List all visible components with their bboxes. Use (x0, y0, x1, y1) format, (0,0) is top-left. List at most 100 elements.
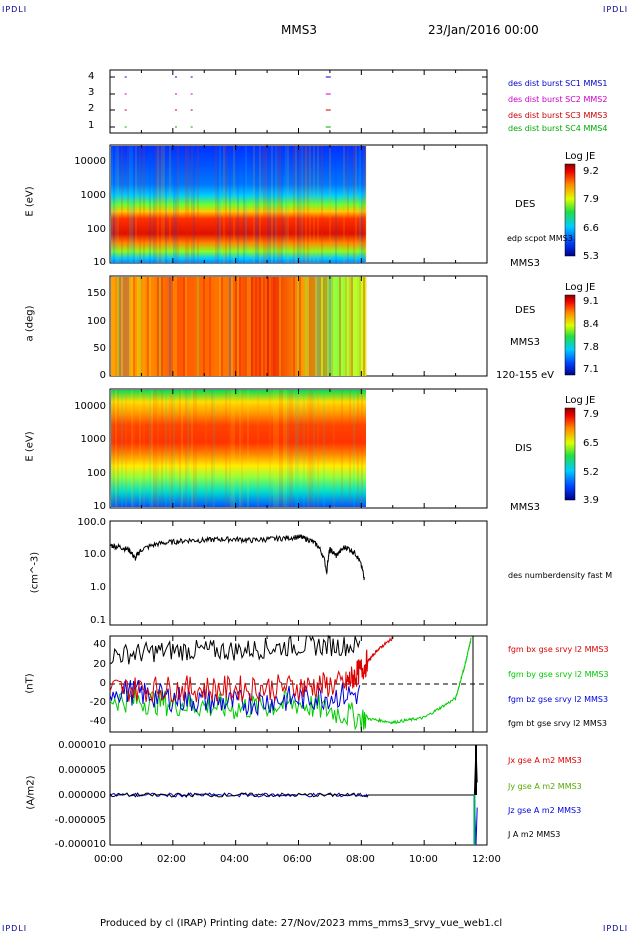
colorbar-label: 6.6 (583, 223, 599, 234)
spectrogram-stripe (275, 146, 277, 263)
spectrogram-stripe (257, 277, 259, 376)
spectrogram-stripe (181, 390, 183, 507)
spectrogram-stripe (279, 390, 281, 507)
spectrogram-stripe (117, 277, 119, 376)
y-tick: -0.000005 (54, 815, 106, 826)
spectrogram-stripe (281, 390, 283, 507)
spectrogram-stripe (309, 277, 311, 376)
spectrogram-stripe (345, 277, 347, 376)
spectrogram-stripe (363, 277, 365, 376)
y-tick: 10000 (74, 401, 106, 412)
colorbar-des-pitch (564, 294, 576, 376)
panel-1-frame (109, 69, 488, 134)
colorbar-dis-energy (564, 407, 576, 501)
spectrogram-stripe (149, 277, 151, 376)
spectrogram-stripe (343, 146, 345, 263)
spectrogram-stripe (253, 146, 255, 263)
spectrogram-stripe (233, 146, 235, 263)
spectrogram-stripe (113, 277, 115, 376)
spectrogram-stripe (137, 277, 139, 376)
spectrogram-stripe (125, 277, 127, 376)
burst-markers (124, 76, 331, 128)
spectrogram-stripe (341, 390, 343, 507)
spectrogram-stripe (239, 390, 241, 507)
y-tick: 0.000005 (58, 765, 106, 776)
spectrogram-stripe (357, 277, 359, 376)
spectrogram-stripe (157, 390, 159, 507)
y-tick: 0.1 (90, 615, 106, 626)
spectrogram-stripe (197, 146, 199, 263)
spectrogram-stripe (139, 390, 141, 507)
spectrogram-stripe (313, 277, 315, 376)
spectrogram-stripe (143, 146, 145, 263)
spectrogram-stripe (365, 146, 367, 263)
spectrogram-stripe (343, 277, 345, 376)
spectrogram-stripe (303, 146, 305, 263)
spectrogram-stripe (135, 277, 137, 376)
spectrogram-stripe (115, 146, 117, 263)
spectrogram-stripe (271, 146, 273, 263)
spectrogram-stripe (237, 146, 239, 263)
spectrogram-stripe (125, 390, 127, 507)
spectrogram-stripe (305, 277, 307, 376)
legend-mms2: des dist burst SC2 MMS2 (508, 95, 608, 104)
spectrogram-stripe (313, 390, 315, 507)
spectrogram-stripe (111, 390, 113, 507)
des-energy-spectrogram (111, 146, 366, 263)
spectrogram-stripe (117, 390, 119, 507)
colorbar-label: 9.2 (583, 166, 599, 177)
spectrogram-stripe (313, 146, 315, 263)
spectrogram-stripe (269, 146, 271, 263)
spectrogram-stripe (301, 146, 303, 263)
y-tick: 1000 (80, 190, 106, 201)
spectrogram-stripe (147, 277, 149, 376)
spectrogram-stripe (325, 277, 327, 376)
y-tick: 2 (88, 103, 95, 114)
spectrogram-stripe (159, 146, 161, 263)
spectrogram-stripe (173, 277, 175, 376)
overlay-label: edp scpot MMS3 (507, 234, 573, 243)
y-tick: 100.0 (77, 517, 106, 528)
legend-mms4: des dist burst SC4 MMS4 (508, 124, 608, 133)
spectrogram-stripe (235, 277, 237, 376)
spectrogram-stripe (179, 390, 181, 507)
legend-j: J A m2 MMS3 (508, 830, 561, 839)
spectrogram-stripe (133, 390, 135, 507)
spectrogram-stripe (159, 277, 161, 376)
spectrogram-stripe (253, 277, 255, 376)
spectrogram-stripe (331, 277, 333, 376)
spectrogram-stripe (283, 390, 285, 507)
spectrogram-stripe (219, 146, 221, 263)
spectrogram-stripe (155, 390, 157, 507)
y-tick: 10.0 (83, 549, 106, 560)
spectrogram-stripe (317, 146, 319, 263)
spectrogram-stripe (257, 146, 259, 263)
spectrogram-stripe (231, 277, 233, 376)
spectrogram-stripe (131, 390, 133, 507)
corner-label: IPDLI (2, 924, 28, 933)
spectrogram-stripe (361, 146, 363, 263)
colorbar-title: Log JE (565, 282, 596, 293)
b-series-line (109, 637, 472, 731)
spectrogram-stripe (157, 146, 159, 263)
spectrogram-stripe (361, 390, 363, 507)
spectrogram-stripe (169, 390, 171, 507)
spectrogram-stripe (221, 277, 223, 376)
spectrogram-stripe (217, 146, 219, 263)
spectrogram-stripe (203, 277, 205, 376)
spectrogram-stripe (175, 277, 177, 376)
spectrogram-stripe (215, 277, 217, 376)
colorbar-title: Log JE (565, 395, 596, 406)
spectrogram-stripe (349, 390, 351, 507)
colorbar-label: 7.9 (583, 409, 599, 420)
y-tick: 50 (93, 343, 106, 354)
des-pitch-angle-spectrogram (111, 277, 366, 376)
spectrogram-stripe (231, 390, 233, 507)
y-tick: -0.000010 (54, 839, 106, 850)
colorbar-label: 7.9 (583, 194, 599, 205)
spectrogram-stripe (299, 277, 301, 376)
spectrogram-stripe (261, 277, 263, 376)
colorbar-label: 5.2 (583, 467, 599, 478)
spectrogram-stripe (229, 146, 231, 263)
